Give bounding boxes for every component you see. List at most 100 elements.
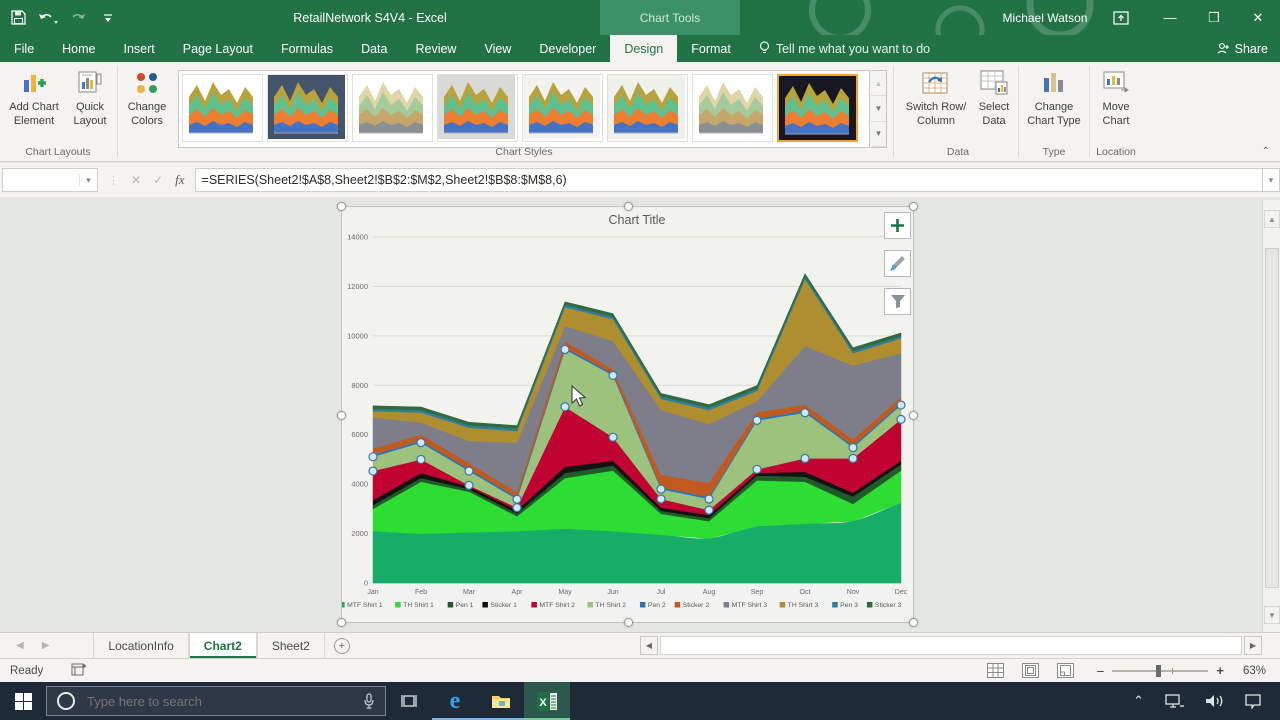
vertical-scroll-thumb[interactable]	[1265, 248, 1279, 588]
macro-record-icon[interactable]	[71, 663, 87, 679]
tab-home[interactable]: Home	[62, 41, 96, 56]
name-box-dropdown-icon[interactable]: ▾	[79, 174, 97, 186]
scroll-down-icon[interactable]: ▼	[1264, 606, 1280, 624]
file-explorer-taskbar-button[interactable]	[478, 682, 524, 720]
name-box[interactable]: ▾	[2, 168, 98, 192]
normal-view-icon[interactable]	[987, 663, 1005, 678]
zoom-slider[interactable]	[1112, 664, 1209, 677]
gallery-more-button[interactable]: ▼	[871, 122, 886, 147]
chart-filters-button[interactable]	[884, 288, 911, 315]
microphone-icon[interactable]	[363, 693, 375, 709]
chart-style-thumbnail-1[interactable]	[182, 74, 263, 142]
undo-icon[interactable]	[38, 8, 58, 28]
excel-taskbar-button[interactable]: X	[524, 682, 570, 720]
chart-style-thumbnail-7[interactable]	[692, 74, 773, 142]
page-layout-view-icon[interactable]	[1022, 663, 1040, 678]
prev-sheet-icon[interactable]: ◀	[16, 640, 24, 651]
sheet-tab-locationinfo[interactable]: LocationInfo	[93, 633, 189, 658]
chart-elements-button[interactable]	[884, 212, 911, 239]
chart-style-thumbnail-8[interactable]	[777, 74, 858, 142]
stacked-area-chart[interactable]: 0 2000 4000 6000 8000 10000 12000 14000 Chart Ti…	[339, 207, 913, 622]
tab-insert[interactable]: Insert	[123, 41, 155, 56]
tab-format[interactable]: Format	[691, 41, 731, 56]
zoom-out-icon[interactable]: −	[1096, 662, 1105, 679]
minimize-button[interactable]: —	[1163, 10, 1177, 25]
edge-taskbar-button[interactable]: e	[432, 682, 478, 720]
action-center-icon[interactable]	[1244, 693, 1262, 709]
chart-style-thumbnail-2[interactable]	[267, 74, 348, 142]
start-button[interactable]	[0, 682, 46, 720]
chart-style-thumbnail-5[interactable]	[522, 74, 603, 142]
insert-function-icon[interactable]: fx	[175, 172, 185, 187]
chart-resize-handle[interactable]	[624, 202, 633, 211]
chart-resize-handle[interactable]	[624, 618, 633, 627]
chart-resize-handle[interactable]	[909, 202, 918, 211]
zoom-slider-thumb[interactable]	[1156, 664, 1162, 677]
tab-formulas[interactable]: Formulas	[280, 41, 334, 56]
sheet-tab-sheet2[interactable]: Sheet2	[256, 633, 325, 658]
sheet-tab-chart2[interactable]: Chart2	[188, 633, 257, 658]
redo-icon[interactable]	[68, 8, 88, 28]
network-icon[interactable]	[1164, 693, 1184, 709]
tab-review[interactable]: Review	[415, 41, 457, 56]
add-chart-element-button[interactable]: Add Chart Element	[4, 68, 64, 129]
chart-resize-handle[interactable]	[909, 411, 918, 420]
chart-style-thumbnail-4[interactable]	[437, 74, 518, 142]
task-view-button[interactable]	[386, 682, 432, 720]
enter-formula-icon[interactable]: ✓	[153, 173, 164, 187]
tab-design[interactable]: Design	[610, 35, 678, 62]
chart-styles-button[interactable]	[884, 250, 911, 277]
ribbon-tab-row: File Home Insert Page Layout Formulas Data Rev…	[0, 35, 1280, 62]
zoom-in-icon[interactable]: +	[1216, 663, 1224, 678]
chart-resize-handle[interactable]	[337, 618, 346, 627]
expand-formula-bar-icon[interactable]: ▾	[1262, 168, 1280, 192]
signed-in-user[interactable]: Michael Watson	[1002, 10, 1088, 25]
restore-button[interactable]: ❐	[1208, 9, 1220, 25]
chart-resize-handle[interactable]	[909, 618, 918, 627]
chart-style-thumbnail-6[interactable]	[607, 74, 688, 142]
switch-row-column-button[interactable]: Switch Row/ Column	[900, 68, 972, 129]
tab-page-layout[interactable]: Page Layout	[182, 41, 253, 56]
page-break-view-icon[interactable]	[1057, 663, 1075, 678]
close-button[interactable]: ✕	[1252, 9, 1264, 25]
chart-object[interactable]: 0 2000 4000 6000 8000 10000 12000 14000 Chart Ti…	[337, 202, 918, 627]
search-input[interactable]	[87, 693, 351, 709]
chart-style-thumbnail-3[interactable]	[352, 74, 433, 142]
svg-text:2000: 2000	[351, 529, 368, 538]
scroll-up-icon[interactable]: ▲	[1264, 210, 1280, 228]
chart-resize-handle[interactable]	[337, 411, 346, 420]
horizontal-scrollbar[interactable]	[660, 636, 1242, 655]
change-chart-type-button[interactable]: Change Chart Type	[1022, 68, 1086, 129]
gallery-scroll-up[interactable]: ▲	[871, 71, 886, 97]
svg-text:Pen 3: Pen 3	[840, 602, 858, 609]
ribbon-display-options-icon[interactable]	[1106, 0, 1136, 35]
chart-resize-handle[interactable]	[337, 202, 346, 211]
change-colors-button[interactable]: Change Colors	[120, 68, 174, 129]
tab-file[interactable]: File	[14, 41, 35, 56]
quick-layout-button[interactable]: Quick Layout	[66, 68, 114, 129]
collapse-ribbon-icon[interactable]: ⌃	[1261, 146, 1270, 157]
taskbar-search[interactable]	[46, 686, 386, 716]
formula-input[interactable]: =SERIES(Sheet2!$A$8,Sheet2!$B$2:$M$2,She…	[194, 168, 1262, 192]
scroll-left-icon[interactable]: ◀	[640, 636, 658, 655]
add-chart-element-label: Add Chart Element	[9, 101, 59, 127]
move-chart-button[interactable]: Move Chart	[1092, 68, 1140, 129]
tell-me-box[interactable]: Tell me what you want to do	[745, 35, 944, 62]
share-button[interactable]: Share	[1217, 35, 1268, 62]
hidden-icons-chevron[interactable]: ⌃	[1133, 693, 1144, 708]
chart-sheet-area: 0 2000 4000 6000 8000 10000 12000 14000 Chart Ti…	[0, 197, 1280, 632]
zoom-level[interactable]: 63%	[1242, 664, 1266, 677]
tab-data[interactable]: Data	[361, 41, 388, 56]
tab-developer[interactable]: Developer	[539, 41, 597, 56]
scroll-right-icon[interactable]: ▶	[1244, 636, 1262, 655]
new-sheet-button[interactable]: +	[325, 633, 359, 658]
customize-qat-icon[interactable]	[98, 8, 118, 28]
vertical-scrollbar[interactable]: ▲ ▼	[1262, 200, 1280, 632]
next-sheet-icon[interactable]: ▶	[41, 640, 50, 651]
select-data-button[interactable]: Select Data	[972, 68, 1016, 129]
volume-icon[interactable]	[1204, 693, 1224, 709]
cancel-formula-icon[interactable]: ✕	[131, 173, 142, 187]
gallery-scroll-down[interactable]: ▼	[871, 96, 886, 122]
save-icon[interactable]	[8, 8, 28, 28]
tab-view[interactable]: View	[484, 41, 512, 56]
